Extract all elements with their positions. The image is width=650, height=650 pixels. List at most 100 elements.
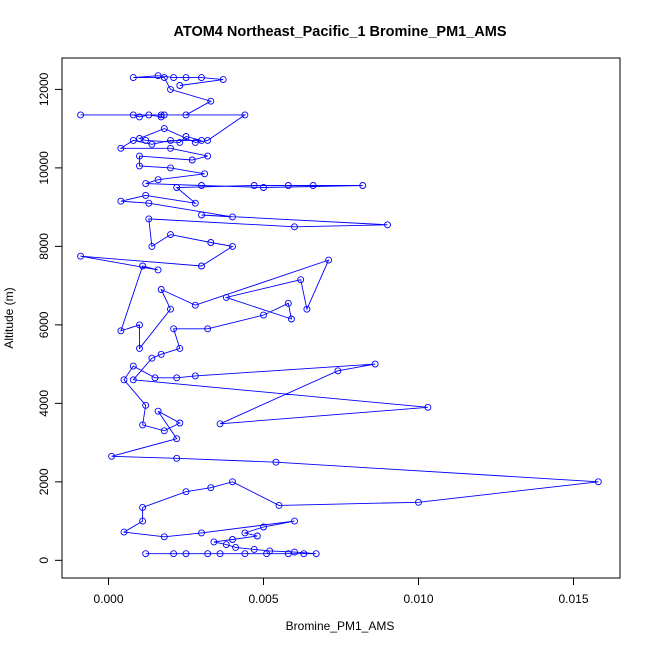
x-tick-label: 0.010 — [403, 592, 433, 606]
series-layer — [77, 72, 602, 558]
data-point — [207, 239, 215, 246]
data-point — [260, 184, 267, 191]
data-point — [117, 197, 125, 205]
data-point — [191, 199, 199, 207]
y-tick-label: 6000 — [37, 311, 51, 338]
data-point — [594, 478, 602, 486]
data-point — [291, 223, 298, 231]
y-tick-label: 2000 — [37, 468, 51, 495]
data-point — [148, 242, 156, 250]
data-point — [229, 213, 236, 221]
data-point — [142, 180, 150, 188]
data-point — [160, 111, 168, 119]
data-point — [297, 276, 305, 284]
data-point — [250, 545, 258, 553]
x-axis: 0.000 0.005 0.010 0.015 — [93, 577, 589, 606]
chart-title: ATOM4 Northeast_Pacific_1 Bromine_PM1_AM… — [173, 24, 506, 40]
data-point — [136, 135, 143, 142]
data-point — [154, 72, 162, 80]
data-point — [160, 427, 168, 435]
data-point — [266, 547, 274, 555]
data-point — [191, 372, 199, 380]
data-point — [167, 164, 174, 172]
y-tick-label: 10000 — [37, 151, 51, 185]
data-point — [160, 74, 168, 82]
data-point — [157, 350, 165, 358]
data-point — [284, 182, 292, 189]
data-point — [272, 458, 280, 466]
data-point — [241, 550, 249, 558]
data-point — [129, 376, 137, 384]
data-point — [232, 543, 240, 551]
y-tick-label: 8000 — [37, 233, 51, 260]
data-point — [260, 311, 267, 319]
data-point — [207, 97, 215, 105]
data-point — [300, 550, 308, 558]
data-point — [198, 182, 205, 189]
data-point — [117, 327, 125, 335]
data-point — [201, 170, 209, 178]
data-point — [176, 82, 184, 89]
y-tick-label: 12000 — [37, 72, 51, 106]
data-point — [142, 191, 150, 199]
data-point — [157, 111, 165, 119]
data-point — [145, 199, 153, 207]
data-point — [136, 113, 143, 121]
data-point — [139, 503, 147, 511]
data-point — [303, 305, 311, 313]
data-point — [334, 367, 342, 375]
data-point — [173, 184, 181, 191]
data-point — [219, 76, 227, 84]
data-point — [312, 550, 320, 558]
data-point — [129, 74, 137, 82]
data-point — [415, 498, 422, 506]
data-point — [129, 362, 137, 370]
data-point — [241, 111, 249, 119]
data-point — [136, 152, 143, 160]
data-point — [287, 315, 295, 323]
data-point — [222, 541, 230, 549]
data-point — [142, 136, 150, 144]
data-point — [260, 523, 267, 531]
data-point — [120, 528, 128, 536]
data-point — [188, 156, 196, 164]
x-tick-label: 0.005 — [248, 592, 278, 606]
data-point — [167, 144, 174, 152]
data-point — [139, 262, 147, 270]
data-point — [139, 421, 147, 429]
data-point — [229, 478, 236, 486]
x-tick-label: 0.000 — [93, 592, 123, 606]
data-point — [207, 484, 215, 492]
data-point — [160, 533, 168, 541]
data-point — [142, 550, 150, 558]
data-point — [157, 286, 165, 293]
data-point — [160, 125, 168, 133]
data-point — [216, 550, 224, 558]
data-point — [142, 401, 150, 409]
data-point — [204, 325, 212, 333]
data-point — [136, 344, 143, 352]
data-point — [167, 85, 174, 93]
data-point — [148, 354, 156, 362]
data-point — [176, 419, 184, 427]
data-point — [253, 532, 261, 540]
data-point — [129, 111, 137, 119]
data-point — [170, 550, 178, 558]
data-point — [77, 252, 85, 260]
data-point — [173, 454, 181, 462]
data-point — [275, 501, 283, 509]
data-point — [229, 242, 236, 250]
data-point — [145, 111, 153, 119]
data-point — [198, 211, 205, 219]
data-point — [191, 138, 199, 146]
y-axis-label: Altitude (m) — [2, 287, 16, 348]
data-point — [148, 140, 156, 148]
data-point — [77, 111, 85, 119]
series-line — [80, 75, 599, 555]
data-point — [173, 435, 181, 443]
data-point — [241, 529, 249, 537]
data-point — [191, 301, 199, 309]
data-point — [424, 403, 432, 411]
